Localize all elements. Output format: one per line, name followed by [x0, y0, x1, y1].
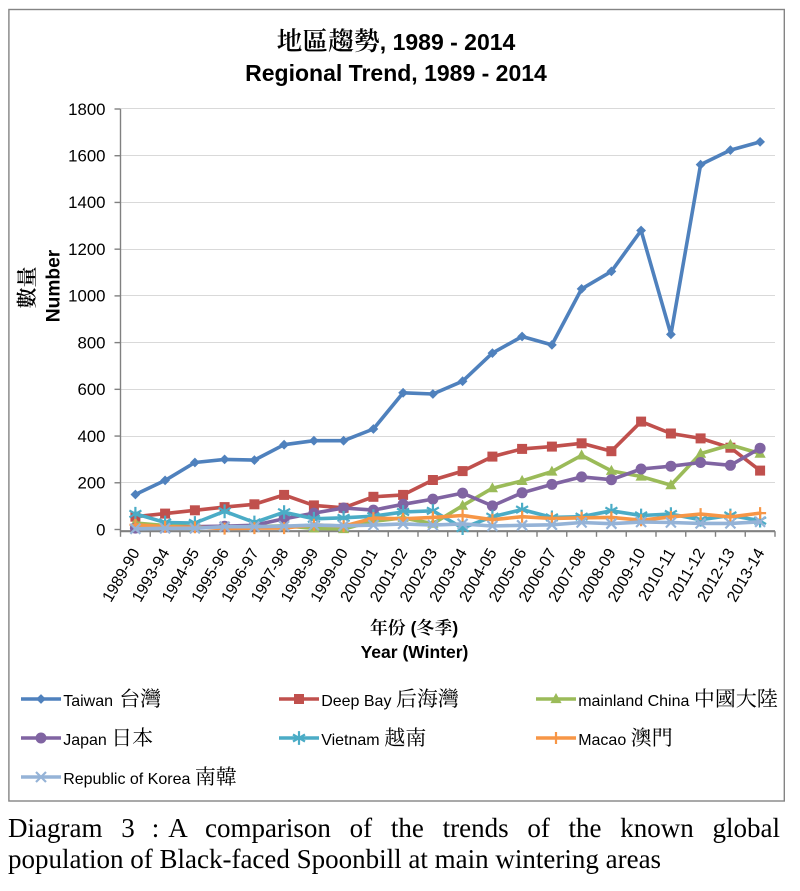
svg-text:Deep Bay: Deep Bay	[321, 693, 391, 710]
svg-text:Year (Winter): Year (Winter)	[361, 642, 469, 662]
svg-text:Macao: Macao	[578, 732, 626, 749]
svg-text:1400: 1400	[68, 193, 105, 212]
svg-text:400: 400	[78, 427, 106, 446]
svg-text:0: 0	[96, 520, 105, 539]
svg-text:Vietnam: Vietnam	[321, 732, 379, 749]
svg-text:1200: 1200	[68, 240, 105, 259]
svg-text:): )	[452, 618, 458, 638]
svg-text:Taiwan: Taiwan	[63, 693, 113, 710]
svg-text:200: 200	[78, 474, 106, 493]
svg-text:1800: 1800	[68, 100, 105, 119]
svg-text:Republic of Korea: Republic of Korea	[63, 771, 190, 788]
svg-text:Japan: Japan	[63, 732, 107, 749]
svg-text:600: 600	[78, 380, 106, 399]
svg-text:Regional Trend, 1989 - 2014: Regional Trend, 1989 - 2014	[245, 60, 547, 86]
svg-text:(: (	[411, 618, 417, 638]
svg-text:, 1989 - 2014: , 1989 - 2014	[380, 29, 516, 55]
svg-text:1600: 1600	[68, 147, 105, 166]
svg-text:mainland China: mainland China	[578, 693, 689, 710]
svg-text:Number: Number	[44, 249, 65, 322]
svg-text:800: 800	[78, 333, 106, 352]
svg-text:1000: 1000	[68, 287, 105, 306]
